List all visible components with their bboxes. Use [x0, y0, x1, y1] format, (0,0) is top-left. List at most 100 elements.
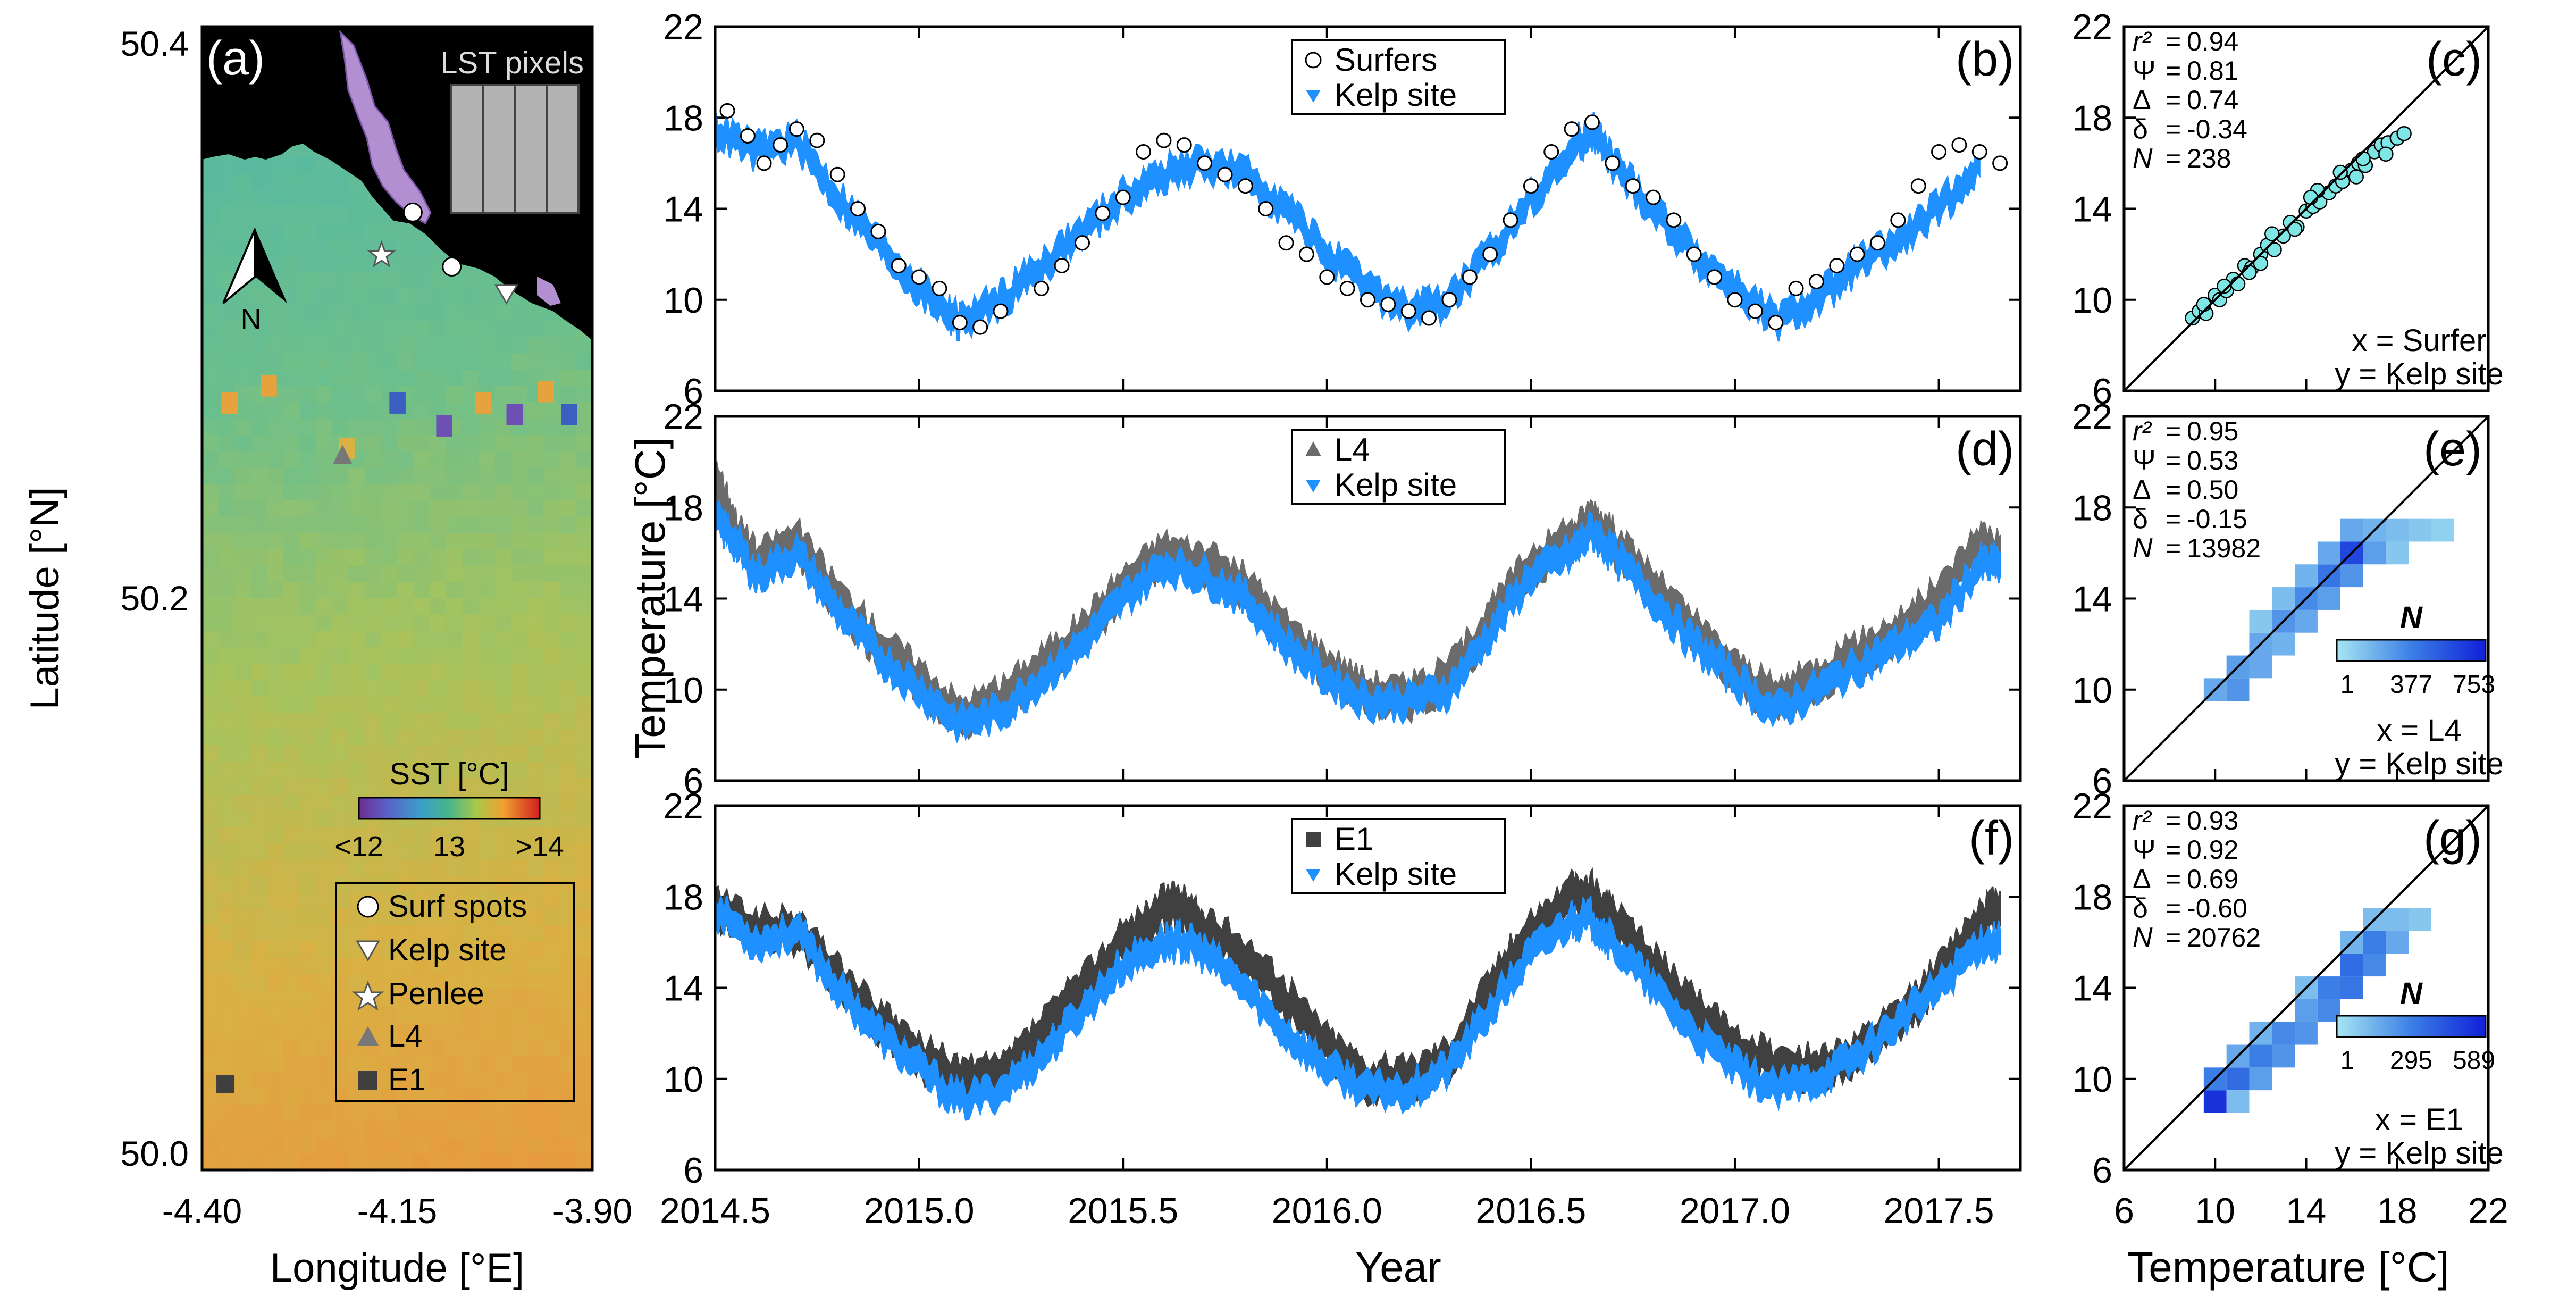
map-pixel	[332, 190, 349, 207]
map-pixel	[397, 925, 414, 942]
map-pixel	[478, 680, 496, 697]
surfer-point	[1176, 137, 1192, 153]
map-pixel	[511, 696, 528, 713]
stat-value-c: -0.34	[2187, 114, 2247, 144]
map-pixel	[559, 663, 576, 681]
map-pixel	[299, 370, 316, 387]
map-pixel	[348, 663, 365, 681]
map-pixel	[299, 957, 316, 974]
map-pixel	[218, 859, 235, 876]
map-pixel	[413, 859, 430, 876]
map-pixel	[494, 713, 511, 730]
map-pixel	[332, 173, 349, 190]
map-pixel	[527, 663, 544, 681]
map-pixel	[332, 729, 349, 746]
map-pixel	[381, 892, 398, 909]
map-pixel	[234, 1056, 251, 1073]
map-estuary	[339, 29, 432, 225]
map-pixel	[559, 1137, 576, 1154]
scatter-point	[2355, 151, 2371, 166]
map-pixel	[299, 500, 316, 517]
map-pixel	[527, 1088, 544, 1105]
density-cell	[2272, 1044, 2295, 1068]
surfer-point	[1360, 292, 1375, 308]
map-pixel	[494, 990, 511, 1007]
map-pixel	[283, 565, 300, 582]
map-pixel	[316, 288, 333, 305]
map-pixel	[446, 598, 463, 615]
n-colorbar-label-g: 1	[2340, 1047, 2355, 1075]
map-pixel	[462, 484, 479, 501]
map-pixel	[413, 925, 430, 942]
map-pixel	[381, 598, 398, 615]
map-pixel	[576, 533, 593, 550]
map-pixel	[527, 843, 544, 860]
map-pixel	[446, 827, 463, 844]
stat-value-e: 0.50	[2187, 475, 2238, 505]
map-pixel	[576, 582, 593, 599]
map-pixel	[381, 729, 398, 746]
map-pixel	[299, 516, 316, 533]
map-pixel	[494, 370, 511, 387]
map-pixel	[494, 1072, 511, 1089]
map-pixel	[250, 794, 267, 811]
map-pixel	[494, 696, 511, 713]
surfer-point	[870, 223, 886, 239]
map-pixel	[494, 1039, 511, 1056]
map-pixel	[250, 206, 267, 223]
map-pixel	[218, 304, 235, 321]
map-pixel	[430, 663, 447, 681]
map-pixel	[381, 925, 398, 942]
map-pixel-coastal	[389, 392, 406, 414]
map-pixel	[234, 1105, 251, 1122]
map-pixel	[316, 598, 333, 615]
legend-e1-icon	[358, 1071, 377, 1090]
map-pixel	[381, 745, 398, 762]
map-pixel	[332, 1137, 349, 1154]
map-pixel	[494, 467, 511, 484]
map-pixel	[364, 777, 381, 795]
map-pixel	[332, 582, 349, 599]
map-pixel	[250, 1023, 267, 1040]
map-pixel	[397, 222, 414, 239]
map-pixel	[299, 582, 316, 599]
map-pixel	[559, 353, 576, 370]
map-pixel	[511, 745, 528, 762]
map-pixel	[316, 876, 333, 893]
map-pixel	[494, 908, 511, 925]
map-pixel	[250, 565, 267, 582]
ytick-label-d: 18	[663, 488, 703, 528]
map-pixel	[462, 843, 479, 860]
map-pixel	[413, 957, 430, 974]
map-pixel	[576, 974, 593, 991]
map-pixel	[462, 598, 479, 615]
sst-colorbar-label-mid: 13	[433, 831, 465, 863]
surfer-point	[1605, 155, 1621, 171]
stat-value-g: -0.60	[2187, 893, 2247, 923]
surfer-point	[1115, 189, 1131, 205]
axis-note-y-g: y = Kelp site	[2335, 1136, 2504, 1170]
panel-label-b: (b)	[1956, 33, 2014, 86]
map-pixel	[430, 337, 447, 354]
map-pixel	[218, 1039, 235, 1056]
map-pixel	[430, 582, 447, 599]
surfer-point	[1788, 280, 1804, 296]
map-pixel	[283, 434, 300, 452]
map-pixel	[381, 827, 398, 844]
map-pixel	[576, 810, 593, 827]
map-pixel	[494, 598, 511, 615]
map-pixel	[494, 1056, 511, 1073]
map-pixel	[316, 320, 333, 338]
map-pixel	[218, 255, 235, 272]
map-pixel	[494, 434, 511, 452]
map-pixel	[267, 663, 284, 681]
map-pixel	[381, 1153, 398, 1170]
map-pixel	[299, 533, 316, 550]
surfer-point	[911, 269, 927, 285]
map-pixel	[348, 516, 365, 533]
surfer-point	[1625, 178, 1641, 194]
map-pixel	[527, 516, 544, 533]
density-cell	[2295, 1022, 2318, 1045]
map-pixel	[559, 713, 576, 730]
map-pixel	[446, 484, 463, 501]
